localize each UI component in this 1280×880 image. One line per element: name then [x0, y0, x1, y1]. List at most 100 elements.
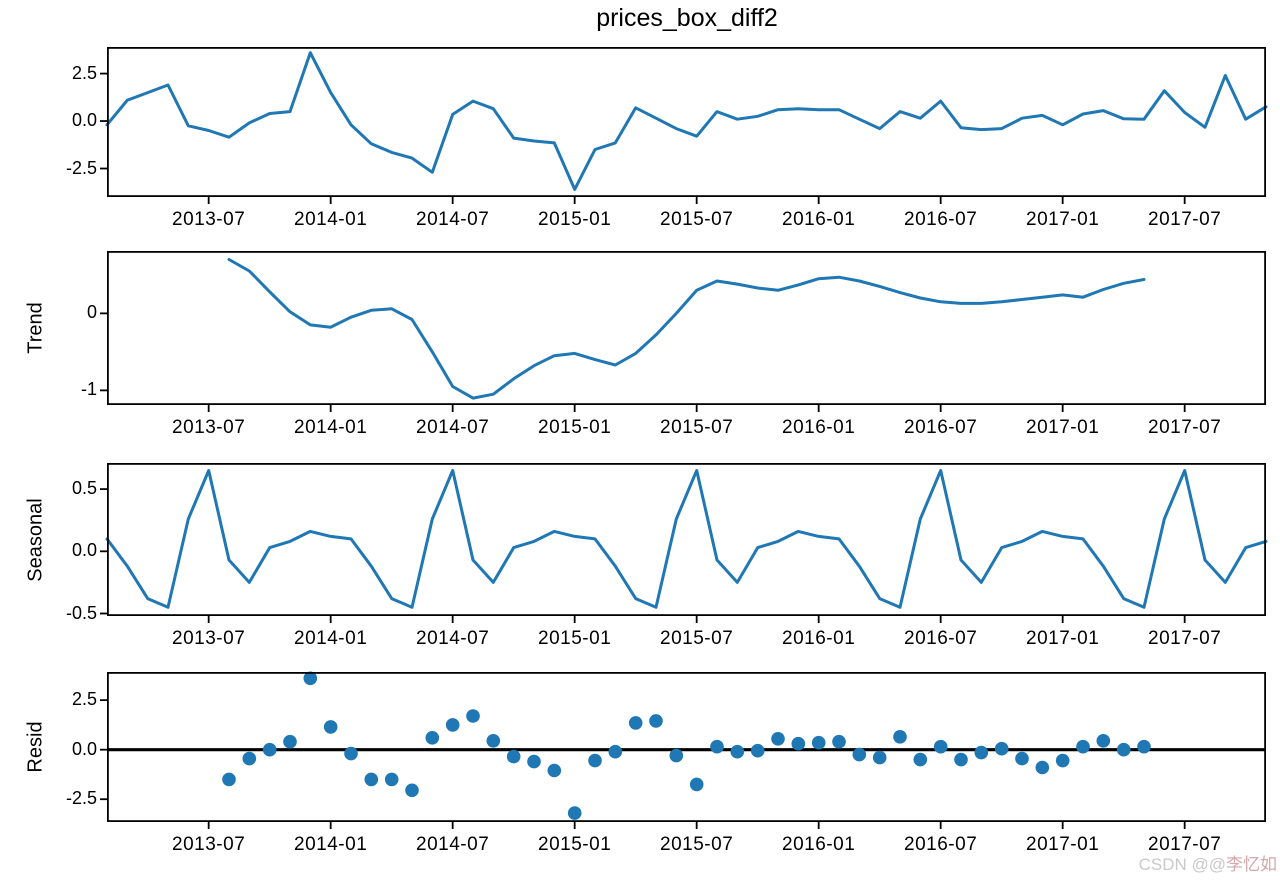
y-tick-label: 0.5	[71, 478, 97, 499]
resid-point	[689, 777, 704, 792]
resid-point	[832, 734, 846, 749]
resid-point	[791, 736, 806, 751]
x-tick-label: 2016-07	[904, 628, 978, 649]
resid-point	[750, 743, 765, 758]
resid-point	[1076, 739, 1090, 754]
x-tick-label: 2016-01	[782, 417, 856, 438]
resid-point	[323, 720, 338, 734]
y-tick-label: -2.5	[65, 157, 97, 178]
resid-point	[547, 763, 562, 778]
x-tick-label: 2016-07	[904, 209, 978, 230]
watermark: CSDN @@李忆如	[1139, 850, 1277, 875]
resid-plot	[100, 671, 1266, 829]
x-tick-label: 2014-07	[416, 417, 490, 438]
resid-point	[771, 732, 785, 746]
x-tick-label: 2015-07	[660, 209, 734, 230]
axis-frame	[106, 462, 1266, 616]
resid-point	[588, 753, 602, 768]
x-tick-label: 2014-01	[294, 209, 368, 230]
y-tick-label: 0	[86, 302, 97, 323]
x-tick-label: 2014-07	[416, 834, 490, 855]
watermark-prefix: CSDN @@	[1138, 855, 1226, 874]
resid-point	[425, 731, 440, 745]
x-tick-label: 2017-01	[1026, 417, 1100, 438]
resid-point	[364, 772, 379, 787]
resid-point	[1055, 753, 1070, 768]
resid-point	[242, 751, 257, 766]
resid-point	[1137, 739, 1151, 754]
axis-frame	[106, 46, 1266, 197]
resid-point	[628, 716, 643, 730]
x-tick-label: 2015-07	[660, 834, 734, 855]
resid-point	[852, 747, 867, 762]
resid-point	[669, 748, 684, 763]
resid-point	[974, 745, 989, 760]
resid-point	[608, 744, 623, 759]
resid-point	[1116, 742, 1131, 757]
x-tick-label: 2016-01	[782, 834, 856, 855]
y-tick-label: -0.5	[65, 602, 97, 623]
resid-point	[445, 718, 460, 732]
x-tick-label: 2015-07	[660, 628, 734, 649]
x-tick-label: 2017-01	[1026, 834, 1100, 855]
x-tick-label: 2016-01	[782, 209, 856, 230]
axis-frame	[106, 250, 1266, 405]
axis-frame	[106, 671, 1266, 822]
x-tick-label: 2013-07	[172, 834, 246, 855]
resid-point	[994, 741, 1009, 756]
x-tick-label: 2014-07	[416, 628, 490, 649]
resid-point	[872, 750, 887, 765]
y-tick-label: -2.5	[65, 788, 97, 809]
resid-point	[933, 739, 948, 754]
x-tick-label: 2017-07	[1148, 209, 1222, 230]
resid-point	[384, 772, 399, 787]
x-tick-label: 2013-07	[172, 628, 246, 649]
resid-point	[893, 730, 907, 744]
x-tick-label: 2017-01	[1026, 209, 1100, 230]
y-tick-label: 0.0	[71, 738, 97, 759]
resid-point	[303, 671, 318, 686]
seasonal-plot	[100, 462, 1268, 623]
y-tick-label: 2.5	[71, 62, 97, 83]
trend-series-line	[227, 258, 1146, 400]
resid-point	[344, 746, 358, 761]
watermark-name: 李忆如	[1226, 855, 1277, 874]
resid-point	[283, 734, 297, 749]
y-tick-label: -1	[80, 379, 97, 400]
resid-point	[1015, 751, 1029, 766]
resid-point	[649, 714, 663, 728]
x-tick-label: 2013-07	[172, 209, 246, 230]
resid-point	[730, 744, 745, 759]
resid-point	[913, 752, 928, 767]
x-tick-label: 2015-01	[538, 417, 612, 438]
x-tick-label: 2016-07	[904, 417, 978, 438]
x-tick-label: 2014-07	[416, 209, 490, 230]
resid-point	[466, 709, 480, 723]
x-tick-label: 2015-01	[538, 628, 612, 649]
observed-plot	[100, 46, 1268, 204]
x-tick-label: 2015-01	[538, 834, 612, 855]
resid-point	[1096, 734, 1111, 748]
resid-point	[954, 752, 968, 767]
x-tick-label: 2015-07	[660, 417, 734, 438]
x-tick-label: 2017-07	[1148, 417, 1222, 438]
y-tick-label: 2.5	[71, 689, 97, 710]
x-tick-label: 2017-01	[1026, 628, 1100, 649]
x-tick-label: 2016-07	[904, 834, 978, 855]
resid-point	[262, 742, 277, 757]
resid-point	[405, 783, 419, 798]
resid-point	[486, 734, 501, 748]
x-tick-label: 2013-07	[172, 417, 246, 438]
resid-point	[222, 772, 236, 787]
x-tick-label: 2014-01	[294, 628, 368, 649]
x-tick-label: 2014-01	[294, 834, 368, 855]
x-tick-label: 2017-07	[1148, 834, 1222, 855]
trend-plot	[100, 250, 1266, 412]
x-tick-label: 2016-01	[782, 628, 856, 649]
resid-point	[527, 754, 541, 769]
y-tick-label: 0.0	[71, 540, 97, 561]
seasonal-series-line	[105, 469, 1268, 609]
x-tick-label: 2014-01	[294, 417, 368, 438]
resid-point	[710, 739, 724, 754]
